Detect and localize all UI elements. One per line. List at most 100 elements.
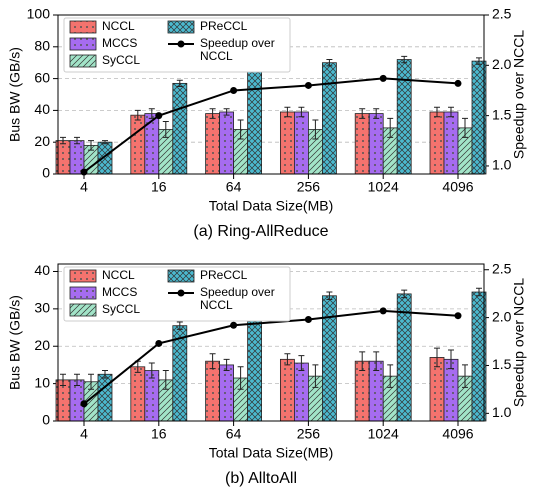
y-axis-label: Bus BW (GB/s)	[7, 295, 23, 390]
line-point	[155, 112, 163, 120]
legend-swatch	[69, 54, 97, 68]
plot-frame	[57, 14, 485, 175]
bar	[219, 364, 235, 422]
y-tick-label: 40	[34, 262, 50, 278]
error-bar	[434, 106, 440, 118]
legend-swatch-point	[177, 40, 185, 48]
legend-swatch	[167, 20, 195, 34]
legend-swatch	[167, 269, 195, 283]
error-bar	[176, 79, 183, 88]
error-bar	[434, 347, 440, 368]
error-bar	[387, 117, 394, 138]
legend-swatch	[69, 20, 97, 34]
bar	[321, 62, 337, 175]
bar	[130, 114, 146, 175]
error-bar	[223, 108, 230, 116]
y-tick-label: 0	[42, 165, 50, 181]
y2-tick-label: 2.0	[492, 56, 512, 72]
bar	[321, 295, 337, 422]
bar	[293, 111, 309, 175]
error-bar	[448, 106, 454, 118]
error-bar	[176, 321, 183, 330]
x-axis-label: Total Data Size(MB)	[209, 198, 333, 214]
y2-tick-label: 2.0	[492, 308, 512, 324]
line-point	[379, 307, 387, 315]
y-axis-label: Bus BW (GB/s)	[7, 47, 23, 142]
y-tick-label: 40	[34, 101, 50, 117]
error-bar	[359, 351, 366, 372]
bar	[293, 362, 309, 422]
bar	[219, 111, 235, 175]
caption: (b) AlltoAll	[225, 470, 297, 487]
error-bar	[448, 349, 454, 370]
error-bar	[298, 355, 305, 372]
plot-frame	[57, 263, 485, 422]
y-tick-label: 100	[27, 6, 51, 22]
bar	[279, 111, 295, 175]
y2-tick-label: 1.0	[492, 157, 512, 173]
bar	[97, 373, 113, 422]
error-bar	[209, 353, 216, 370]
error-bar	[373, 351, 380, 372]
legend-label: NCCL	[102, 19, 135, 33]
legend-swatch-point	[177, 289, 185, 297]
error-bar	[74, 373, 80, 386]
error-bar	[401, 55, 408, 64]
x-tick-label: 16	[151, 426, 167, 442]
error-bar	[223, 358, 230, 372]
y-tick-label: 30	[34, 300, 50, 316]
bar	[144, 113, 160, 175]
x-tick-label: 64	[226, 426, 242, 442]
x-tick-label: 4	[80, 426, 88, 442]
y-tick-label: 60	[34, 69, 50, 85]
error-bar	[476, 287, 482, 297]
bar	[443, 111, 459, 175]
y-tick-label: 20	[34, 337, 50, 353]
y-tick-label: 0	[42, 412, 50, 428]
legend-label: SyCCL	[102, 53, 140, 67]
error-bar	[162, 370, 169, 390]
error-bar	[312, 364, 319, 388]
y2-axis-label: Speedup over NCCL	[511, 30, 527, 159]
error-bar	[312, 119, 319, 140]
legend-label: SyCCL	[102, 302, 140, 316]
error-bar	[298, 106, 305, 118]
error-bar	[326, 59, 333, 67]
x-tick-label: 4	[80, 179, 88, 195]
x-axis-label: Total Data Size(MB)	[209, 445, 333, 461]
line	[83, 309, 459, 405]
bar	[354, 113, 370, 175]
y2-tick-label: 1.0	[492, 404, 512, 420]
line-point	[80, 400, 88, 408]
y-tick-label: 20	[34, 133, 50, 149]
error-bar	[462, 364, 468, 388]
error-bar	[60, 136, 66, 145]
legend-swatch	[69, 37, 97, 51]
legend-label: PReCCL	[200, 268, 248, 282]
bar	[97, 141, 113, 175]
line-point	[454, 312, 462, 320]
y2-tick-label: 1.5	[492, 356, 512, 372]
error-bar	[102, 370, 108, 379]
line-point	[230, 321, 238, 329]
legend-swatch	[69, 269, 97, 283]
x-tick-label: 256	[297, 179, 321, 195]
x-tick-label: 4096	[442, 179, 473, 195]
error-bar	[359, 108, 366, 119]
x-tick-label: 1024	[368, 426, 399, 442]
legend-label-box: Speedup over NCCL	[200, 286, 275, 312]
error-bar	[284, 106, 291, 118]
error-bar	[74, 136, 80, 145]
y2-axis-label: Speedup over NCCL	[511, 278, 527, 407]
y-tick-label: 80	[34, 38, 50, 54]
line-point	[304, 81, 312, 89]
error-bar	[462, 117, 468, 138]
bar	[172, 82, 188, 175]
line-point	[379, 74, 387, 82]
error-bar	[284, 353, 291, 366]
legend-label: MCCS	[102, 285, 137, 299]
y2-tick-label: 2.5	[492, 260, 512, 276]
x-tick-label: 1024	[368, 179, 399, 195]
